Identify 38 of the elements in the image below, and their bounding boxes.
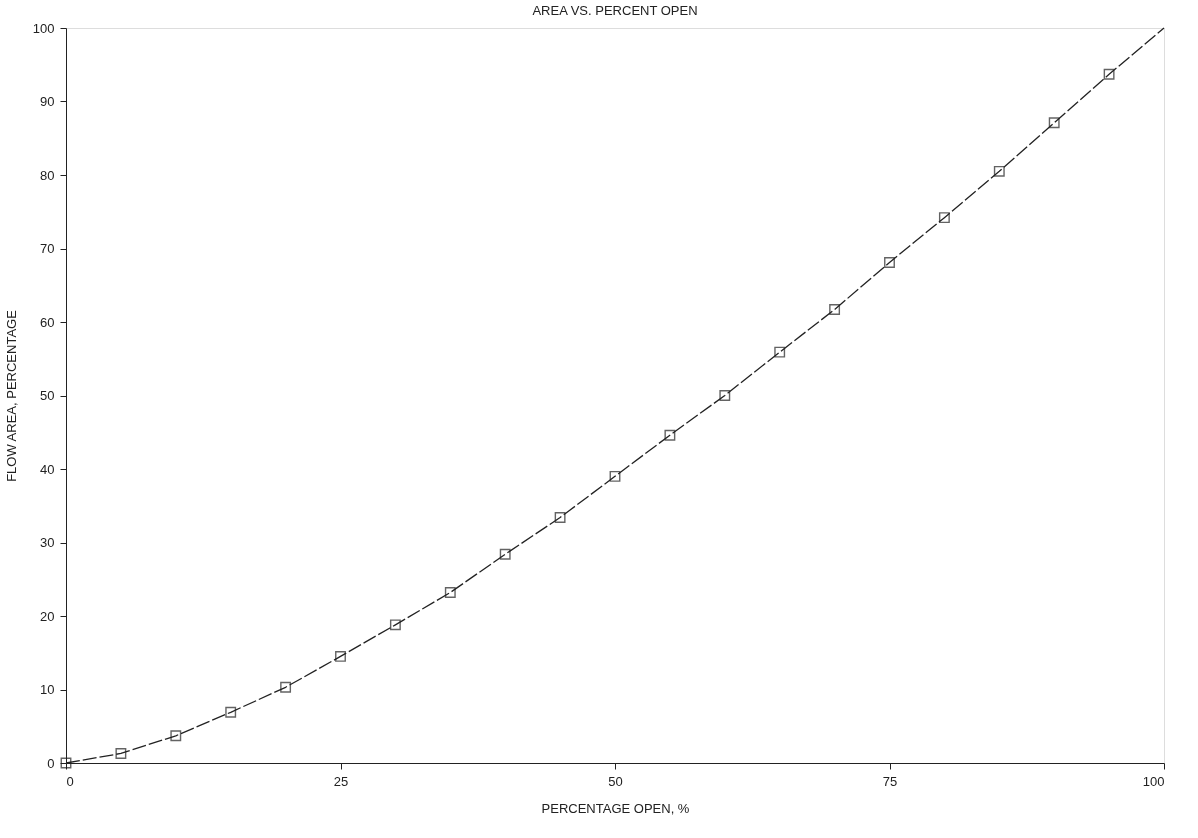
x-tick-label: 25 — [333, 773, 349, 789]
point — [444, 587, 456, 598]
point — [829, 304, 841, 315]
y-tick-label: 10 — [40, 682, 55, 697]
point — [115, 748, 127, 759]
point — [225, 706, 237, 718]
x-tick-label: 50 — [608, 773, 623, 789]
y-tick-label: 40 — [40, 461, 55, 477]
y-tick-label: 80 — [40, 167, 55, 183]
point — [1103, 68, 1115, 80]
point — [389, 619, 401, 631]
point — [774, 346, 786, 358]
chart-title: AREA VS. PERCENT OPEN — [532, 3, 698, 18]
y-tick-label: 50 — [40, 388, 55, 403]
y-tick-label: 20 — [40, 608, 55, 624]
point — [170, 730, 182, 742]
y-tick-label: 90 — [40, 94, 55, 109]
x-tick-label: 100 — [1142, 773, 1165, 789]
point — [993, 165, 1005, 177]
y-axis-title: FLOW AREA, PERCENTAGE — [3, 309, 19, 482]
x-tick-label: 75 — [882, 773, 898, 789]
point — [554, 512, 566, 523]
y-tick-label: 60 — [40, 314, 55, 330]
y-tick-label: 70 — [40, 241, 55, 256]
y-tick-label: 0 — [47, 755, 55, 771]
point — [280, 681, 292, 693]
point — [884, 257, 895, 268]
x-axis-title: PERCENTAGE OPEN, % — [541, 800, 690, 816]
point — [499, 548, 511, 560]
point — [335, 650, 346, 662]
x-tick-label: 0 — [66, 773, 74, 789]
y-tick-label: 100 — [32, 20, 55, 36]
point — [1048, 117, 1060, 129]
y-tick-label: 30 — [40, 535, 55, 550]
point — [664, 429, 676, 441]
point — [938, 212, 950, 224]
point — [609, 470, 621, 482]
point — [719, 390, 731, 401]
